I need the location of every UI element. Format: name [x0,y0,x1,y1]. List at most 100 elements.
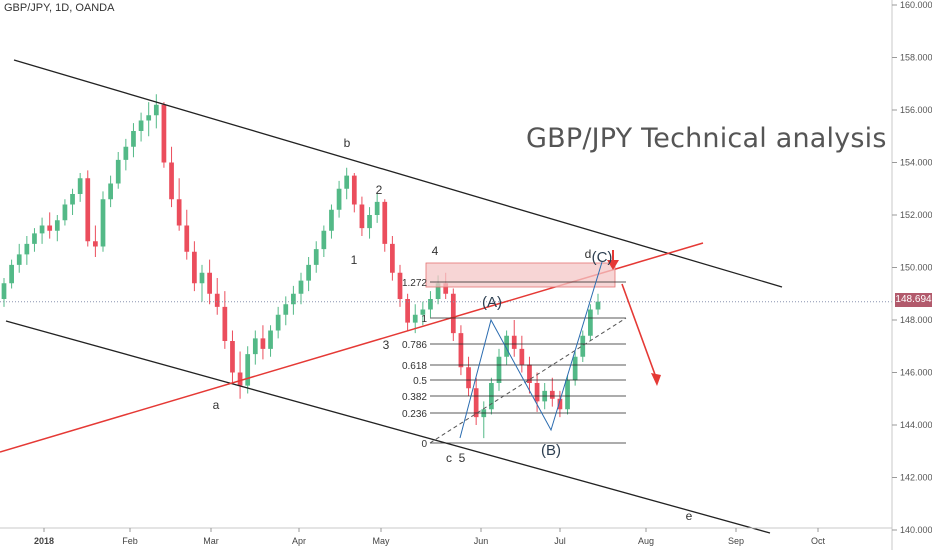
wave-label: a [213,398,220,412]
y-tick-label: 148.000 [900,315,932,325]
abc-pattern-line [459,261,603,439]
candle-body [549,390,555,399]
candle-body [557,398,563,410]
fib-level-label: 0.382 [402,392,427,403]
candle-body [260,338,266,349]
candle-body [450,293,456,334]
y-tick-label: 146.000 [900,368,932,378]
candle-body [466,367,471,389]
candle-body [275,314,281,331]
y-tick-label: 144.000 [900,420,932,430]
fib-level-label: 0.618 [402,361,427,372]
candle-body [169,162,174,200]
x-tick-label: Sep [728,536,744,546]
chart-title: GBP/JPY Technical analysis [526,123,887,154]
candle-body [298,280,304,294]
fib-level-label: 0 [421,439,427,450]
candle-body [527,364,532,383]
candle-body [93,241,98,247]
candle-body [283,304,289,315]
y-tick-label: 152.000 [900,210,932,220]
wave-label: 2 [376,183,383,197]
candle-body [458,333,464,368]
candle-body [473,388,479,418]
candle-body [390,243,395,273]
labels-layer: a b c d e 1 2 3 4 5 (A) (B) (C) 1.272 1 0.786 0.618 0.5 0.… [213,136,693,523]
wave-label: 5 [459,451,466,465]
candle-body [367,215,372,229]
candle-body [207,272,212,294]
candle-body [405,299,410,323]
candle-body [245,354,251,386]
x-tick-label: Apr [292,536,306,546]
candle-body [230,341,235,373]
y-tick-label: 150.000 [900,263,932,273]
candle-body [184,225,190,252]
fib-level-label: 0.5 [413,376,427,387]
candle-body [268,330,273,349]
candle-body [496,356,502,383]
candle-body [359,204,365,229]
candle-body [192,251,197,284]
candle-body [32,233,37,244]
candle-body [62,204,68,221]
candle-body [54,220,60,231]
candle-body [534,383,540,402]
candle-body [161,104,167,163]
candle-body [291,293,296,305]
projection-arrow [621,283,658,381]
candle-body [24,243,30,255]
candle-body [313,249,319,265]
fib-level-label: 0.786 [402,340,427,351]
fib-level-label: 0.236 [402,409,427,420]
candle-body [344,175,350,189]
x-tick-label: May [372,536,390,546]
candle-body [85,178,91,242]
candle-body [588,309,593,336]
wave-label: (B) [541,442,561,459]
candle-body [16,254,22,265]
candle-body [70,194,75,205]
x-tick-label: Jun [474,536,489,546]
channel-lower-line [5,320,771,534]
candle-body [108,183,113,200]
candle-body [321,230,327,250]
y-tick-label: 142.000 [900,473,932,483]
wave-label: 4 [432,244,439,258]
wave-label: d [585,247,592,261]
x-tick-label: Jul [554,536,566,546]
candle-body [382,201,388,244]
candle-body [252,338,258,355]
x-tick-label: Mar [203,536,219,546]
candle-body [77,178,83,194]
candle-body [412,314,418,323]
candle-body [504,335,509,357]
candle-body [420,309,426,315]
candle-body [397,272,403,299]
wave-label: (A) [482,294,502,311]
wave-label: 1 [351,253,358,267]
symbol-label: GBP/JPY, 1D, OANDA [4,2,115,14]
candle-body [519,348,525,365]
wave-label: b [344,136,351,150]
candle-body [435,283,441,299]
wave-label: e [686,509,693,523]
candle-body [511,335,517,349]
fib-diagonal [429,317,627,444]
candle-body [153,104,159,116]
time-axis[interactable]: 2018 Feb Mar Apr May Jun Jul Aug Sep Oct [34,528,826,546]
fib-level-label: 1 [421,314,427,325]
candle-body [138,120,144,131]
resistance-zone [425,262,616,288]
candle-body [595,301,601,310]
wave-label: c [446,451,452,465]
candle-body [1,283,7,299]
candle-body [329,209,334,231]
candle-body [237,372,243,386]
y-tick-label: 158.000 [900,53,932,63]
price-axis[interactable]: 160.000 158.000 156.000 154.000 152.000 150.0… [892,0,932,535]
candle-body [572,356,578,381]
candles-layer [1,94,601,439]
projection-arrowhead [651,373,661,386]
candle-body [580,335,586,357]
